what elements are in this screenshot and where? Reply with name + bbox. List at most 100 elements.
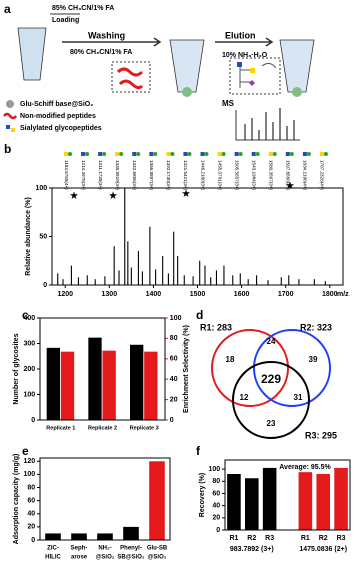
- venn-count: 24: [267, 337, 276, 346]
- glycan-icon: [115, 152, 120, 156]
- panel-label: a: [4, 2, 11, 16]
- y-tick-label: 80: [212, 478, 220, 485]
- x-tick-label: @SiO₂: [96, 555, 115, 561]
- x-tick-label: Phenyl-: [120, 546, 142, 552]
- glycan-icon: [68, 152, 72, 156]
- legend-text: Glu-Schiff base@SiO₂: [20, 101, 93, 108]
- x-tick-label: 1200: [57, 291, 73, 298]
- glycan-icon: [323, 152, 328, 156]
- x-tick-label: R3: [265, 535, 274, 542]
- x-tick-label: R3: [337, 535, 346, 542]
- panel-label: f: [196, 444, 201, 458]
- venn: R1: 283 R2: 323 R3: 295 18 24 39 229 12 …: [200, 322, 337, 440]
- annotation: Average: 95.5%: [279, 464, 331, 471]
- y-tick-label: 100: [36, 185, 48, 192]
- y-tick-label: 200: [24, 366, 36, 373]
- x-tick-label: 1600: [234, 291, 250, 298]
- legend-text: Sialylated glycopeptides: [20, 125, 102, 132]
- bar: [245, 478, 259, 530]
- y-tick-label: 100: [24, 471, 36, 478]
- y-tick-label: 60: [170, 356, 178, 363]
- peak-label: 1597.8650(3+): [286, 160, 291, 190]
- venn-label: R1: 283: [200, 322, 232, 332]
- tube: [279, 39, 315, 93]
- glycan-icon: [136, 152, 141, 156]
- workflow: a 85% CH₃CN/1% FA Loading Washing 80% CH…: [3, 2, 315, 141]
- glycan-icon: [81, 152, 86, 156]
- peak-label: 1421.5421(3+): [183, 160, 188, 190]
- glycan-icon: [319, 152, 324, 156]
- peak-label: 1392.1730(3+): [166, 160, 171, 190]
- washing-solvent: 80% CH₃CN/1% FA: [70, 49, 132, 56]
- legend-icon: [6, 125, 10, 129]
- group-label: 983.7892 (3+): [230, 546, 274, 553]
- glycan-icon: [306, 152, 311, 156]
- tube: [169, 39, 205, 93]
- bar: [46, 347, 60, 420]
- bar: [60, 351, 75, 420]
- y-tick-label: 20: [27, 524, 35, 531]
- venn-count: 31: [294, 393, 303, 402]
- axis-label: Enrichment Selectivity (%): [183, 325, 190, 413]
- glycan-icon: [153, 152, 158, 156]
- x-tick-label: arose: [71, 555, 88, 561]
- glycan-icon: [119, 152, 124, 156]
- axis-label: Number of glycosites: [13, 333, 20, 404]
- tube: [17, 27, 47, 81]
- ms-icon: [244, 108, 295, 140]
- y-tick-label: 80: [27, 484, 35, 491]
- bar: [88, 337, 102, 420]
- loading: Loading: [52, 17, 79, 24]
- bar: [102, 350, 116, 420]
- y-tick-label: 50: [39, 233, 47, 240]
- bar: [262, 467, 277, 530]
- bead: [182, 87, 192, 97]
- y-tick-label: 40: [27, 511, 35, 518]
- venn-count: 23: [267, 419, 276, 428]
- y-tick-label: 100: [170, 315, 182, 322]
- peak-label: 1634.2106(4+): [303, 160, 308, 190]
- venn-circle: [211, 329, 289, 407]
- ms-label: MS: [222, 99, 235, 108]
- venn-label: R2: 323: [300, 322, 332, 332]
- y-tick-label: 20: [170, 396, 178, 403]
- glycan-icon: [237, 62, 242, 67]
- y-tick-label: 40: [212, 502, 220, 509]
- y-tick-label: 0: [31, 417, 35, 424]
- x-tick-label: R1: [229, 535, 238, 542]
- y-tick-label: 100: [209, 466, 221, 473]
- peak-label: 1342.6855(3+): [132, 160, 137, 190]
- glycan-icon: [187, 152, 192, 156]
- glycan-icon: [250, 68, 255, 73]
- x-tick-label: ZIC-: [47, 546, 59, 552]
- star: ★: [286, 180, 295, 190]
- venn-circle: [232, 361, 310, 439]
- plot-frame: [51, 187, 344, 286]
- panel-label: b: [4, 142, 11, 156]
- glycan-icon: [234, 152, 239, 156]
- bar: [45, 533, 61, 540]
- glycan-icon: [132, 152, 137, 156]
- glycan-icon: [249, 80, 255, 86]
- glycan-icon: [251, 152, 256, 156]
- elution-solvent: 10% NH₃·H₂O: [222, 52, 268, 59]
- glycan-icon: [238, 152, 243, 156]
- bar: [334, 467, 348, 530]
- glycan-icon: [183, 152, 188, 156]
- venn-count: 12: [240, 393, 249, 402]
- y-tick-label: 0: [216, 527, 220, 534]
- glycan-icon: [64, 152, 68, 156]
- venn-count: 229: [261, 372, 281, 386]
- legend-icon: [6, 100, 14, 108]
- peak-label: 1183.5765(4+): [64, 160, 69, 190]
- bar: [144, 351, 158, 420]
- glycan-icon: [285, 152, 290, 156]
- peak-label: 1455.3791(3+): [217, 160, 222, 190]
- venn-count: 39: [309, 355, 318, 364]
- y-tick-label: 100: [24, 391, 36, 398]
- glycan-icon: [102, 152, 107, 156]
- plot-frame: [39, 317, 166, 421]
- ms-axis: [235, 110, 300, 141]
- glycan-icon: [255, 152, 260, 156]
